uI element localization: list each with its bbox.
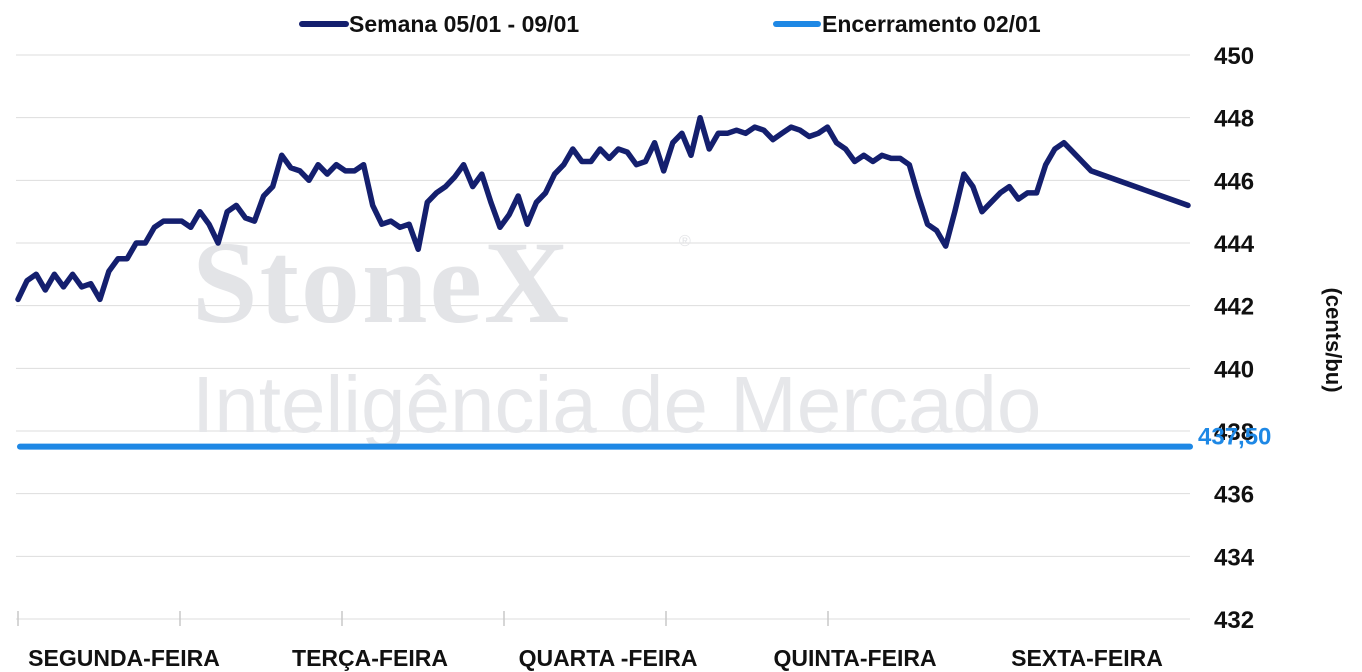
y-tick-label-438: 438 xyxy=(1214,419,1254,446)
legend-label-week: Semana 05/01 - 09/01 xyxy=(349,11,579,37)
y-tick-label-446: 446 xyxy=(1214,168,1254,195)
y-tick-label-448: 448 xyxy=(1214,106,1254,133)
series-line-week xyxy=(15,114,1191,303)
y-axis-label: (cents/bu) xyxy=(1321,287,1346,392)
y-tick-label-450: 450 xyxy=(1214,43,1254,70)
x-tick-label-2: QUARTA -FEIRA xyxy=(519,645,698,671)
legend: Semana 05/01 - 09/01 Encerramento 02/01 xyxy=(299,11,1041,37)
x-tick-label-3: QUINTA-FEIRA xyxy=(773,645,936,671)
y-tick-label-444: 444 xyxy=(1214,231,1255,258)
x-tick-label-4: SEXTA-FEIRA xyxy=(1011,645,1163,671)
x-tick-label-0: SEGUNDA-FEIRA xyxy=(28,645,220,671)
y-tick-label-440: 440 xyxy=(1214,356,1254,383)
reference-value-label: 437,50 xyxy=(1198,424,1271,451)
legend-label-close: Encerramento 02/01 xyxy=(822,11,1041,37)
watermark-tagline: Inteligência de Mercado xyxy=(192,360,1041,449)
y-axis-ticks: 432 434 436 438 440 442 444 446 448 450 xyxy=(1214,43,1255,634)
x-axis: SEGUNDA-FEIRA TERÇA-FEIRA QUARTA -FEIRA QUI… xyxy=(17,611,1163,671)
y-tick-label-442: 442 xyxy=(1214,294,1254,321)
x-tick-label-1: TERÇA-FEIRA xyxy=(292,645,448,671)
y-tick-label-432: 432 xyxy=(1214,607,1254,634)
series-layer: 437,50 xyxy=(15,114,1271,451)
y-tick-label-436: 436 xyxy=(1214,482,1254,509)
watermark-registered-mark: ® xyxy=(679,233,691,250)
stonex-watermark: StoneX ® Inteligência de Mercado xyxy=(192,217,1041,449)
y-tick-label-434: 434 xyxy=(1214,544,1255,571)
watermark-brand: StoneX xyxy=(192,217,571,348)
gridlines xyxy=(16,54,1190,620)
